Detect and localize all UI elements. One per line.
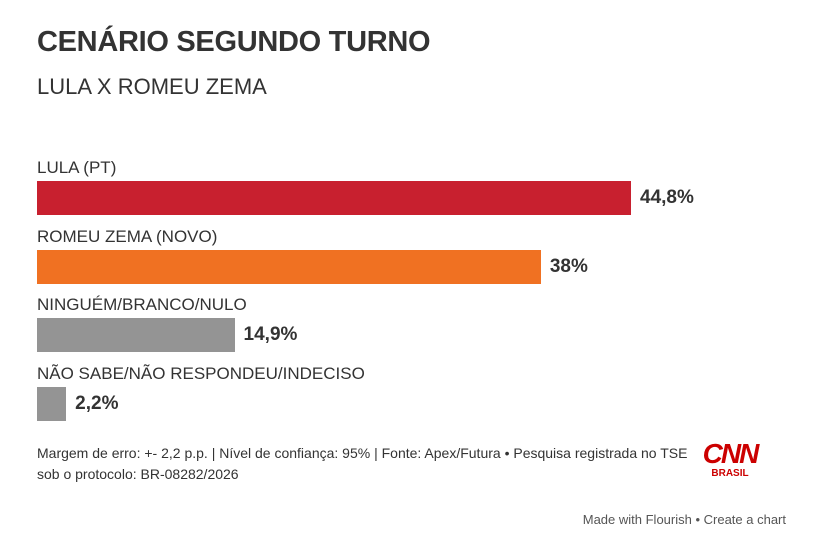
data-label: 14,9% bbox=[243, 324, 298, 345]
flourish-credit-link[interactable]: Made with Flourish • Create a chart bbox=[582, 512, 786, 527]
footer-note: Margem de erro: +- 2,2 p.p. | Nível de c… bbox=[37, 445, 688, 482]
cnn-brasil-logo: CNN BRASIL bbox=[702, 438, 760, 480]
data-label: 2,2% bbox=[75, 392, 119, 414]
category-label: NINGUÉM/BRANCO/NULO bbox=[37, 295, 247, 314]
bar bbox=[37, 249, 541, 284]
bar bbox=[37, 181, 631, 215]
category-label: ROMEU ZEMA (NOVO) bbox=[37, 226, 218, 246]
category-label: NÃO SABE/NÃO RESPONDEU/INDECISO bbox=[37, 363, 365, 383]
chart-subtitle: LULA X ROMEU ZEMA bbox=[37, 74, 267, 99]
chart-title: CENÁRIO SEGUNDO TURNO bbox=[37, 26, 431, 58]
bar bbox=[37, 386, 67, 421]
data-label: 38% bbox=[549, 255, 588, 277]
bar bbox=[37, 318, 235, 352]
category-label: LULA (PT) bbox=[37, 158, 117, 177]
data-label: 44,8% bbox=[640, 187, 694, 208]
